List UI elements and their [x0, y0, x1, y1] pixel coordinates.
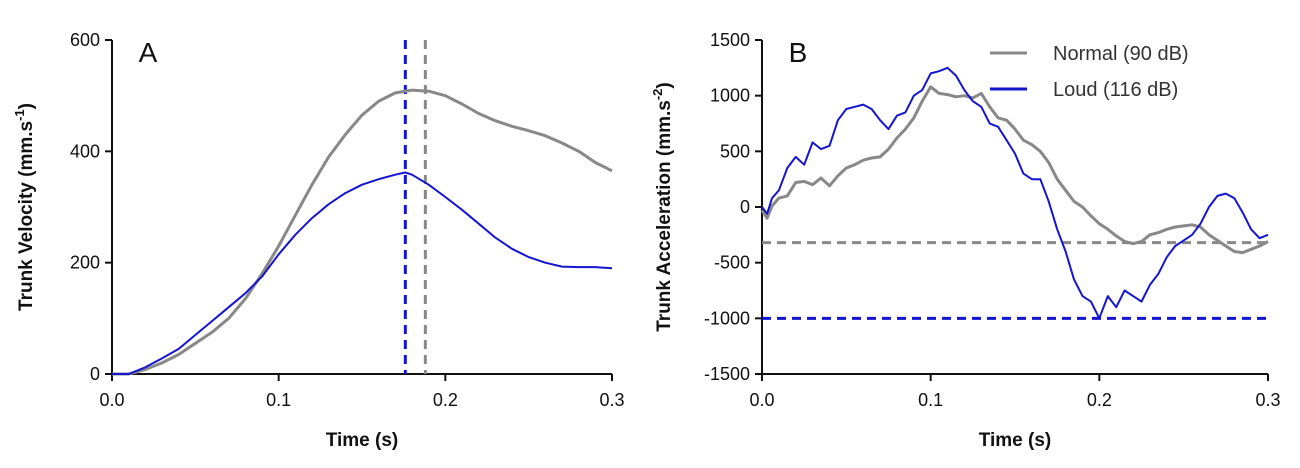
- chart-panel-b: 0.0 0.1 0.2 0.3 -1500 -1000 -500 0 500 1000 1500 Ti…: [650, 30, 1281, 451]
- series-line-normal: [760, 85, 1269, 255]
- y-axis-label-main: Trunk Acceleration (mm.s: [654, 100, 675, 332]
- chart-panel-a: 0.0 0.1 0.2 0.3 0 200 400 600 Time (s) Trunk Velo…: [12, 30, 625, 451]
- x-tick-label: 0.2: [1087, 390, 1112, 410]
- legend-label-normal: Normal (90 dB): [1053, 43, 1189, 65]
- y-axis-label-main: Trunk Velocity (mm.s: [16, 121, 37, 311]
- series-line-loud: [112, 171, 613, 375]
- x-tick-label: 0.1: [266, 390, 291, 410]
- y-tick-label: -1500: [704, 364, 750, 384]
- y-axis-label: Trunk Acceleration (mm.s-2): [650, 82, 675, 331]
- x-axis-label: Time (s): [979, 430, 1052, 451]
- y-axis-label-end: ): [16, 103, 37, 109]
- y-tick-label: 0: [740, 197, 750, 217]
- y-tick-label: -500: [714, 253, 750, 273]
- x-tick-label: 0.3: [1255, 390, 1280, 410]
- legend-label-loud: Loud (116 dB): [1053, 79, 1178, 101]
- x-tick-label: 0.2: [433, 390, 458, 410]
- y-tick-label: 500: [720, 141, 750, 161]
- y-axis-label: Trunk Velocity (mm.s-1): [12, 103, 37, 311]
- y-tick-label: -1000: [704, 308, 750, 328]
- y-tick-label: 1500: [710, 30, 750, 50]
- x-tick-label: 0.0: [749, 390, 774, 410]
- y-tick-label: 400: [70, 141, 100, 161]
- y-axis-label-superscript: -1: [12, 109, 27, 121]
- y-axis-label-superscript: -2: [650, 89, 665, 101]
- x-tick-label: 0.3: [599, 390, 624, 410]
- y-tick-label: 0: [90, 364, 100, 384]
- series-line-normal: [112, 88, 613, 376]
- x-axis-label: Time (s): [326, 430, 399, 451]
- y-axis-label-end: ): [654, 82, 675, 88]
- series-line-loud: [761, 66, 1269, 320]
- x-tick-label: 0.0: [99, 390, 124, 410]
- y-tick-label: 1000: [710, 86, 750, 106]
- y-tick-label: 200: [70, 253, 100, 273]
- y-tick-label: 600: [70, 30, 100, 50]
- x-tick-label: 0.1: [918, 390, 943, 410]
- panel-label: B: [789, 37, 808, 68]
- panel-label: A: [139, 37, 158, 68]
